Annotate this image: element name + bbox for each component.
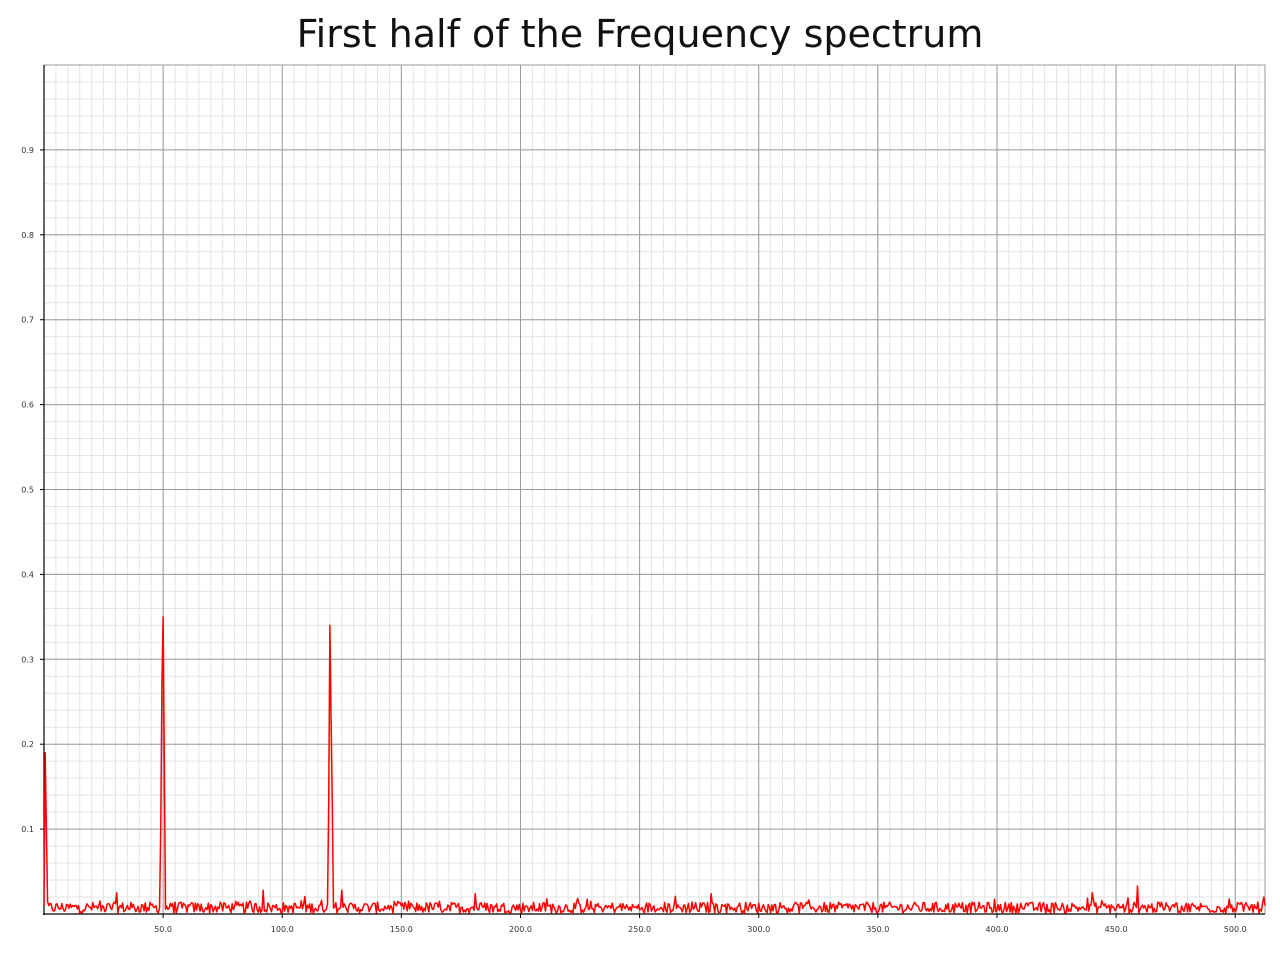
- y-tick-label: 0.8: [21, 231, 34, 240]
- x-tick-label: 450.0: [1105, 925, 1128, 934]
- chart-title: First half of the Frequency spectrum: [296, 12, 984, 56]
- y-tick-label: 0.9: [21, 146, 34, 155]
- y-axis-ticks: 0.1 0.2 0.3 0.4 0.5 0.6 0.7 0.8 0.9: [21, 146, 44, 834]
- x-tick-label: 350.0: [866, 925, 889, 934]
- y-tick-label: 0.7: [21, 316, 34, 325]
- y-tick-label: 0.4: [21, 570, 34, 579]
- x-tick-label: 200.0: [509, 925, 532, 934]
- major-grid: [44, 64, 1266, 914]
- x-tick-label: 250.0: [628, 925, 651, 934]
- x-axis-ticks: 50.0 100.0 150.0 200.0 250.0 300.0 350.0 400.0 4…: [154, 914, 1247, 934]
- x-tick-label: 400.0: [986, 925, 1009, 934]
- x-tick-label: 300.0: [747, 925, 770, 934]
- y-tick-label: 0.6: [21, 401, 34, 410]
- series-group: [43, 616, 1266, 914]
- y-tick-label: 0.5: [21, 486, 34, 495]
- y-tick-label: 0.2: [21, 740, 34, 749]
- x-tick-label: 50.0: [154, 925, 172, 934]
- x-tick-label: 100.0: [271, 925, 294, 934]
- y-tick-label: 0.1: [21, 825, 34, 834]
- x-tick-label: 500.0: [1224, 925, 1247, 934]
- y-tick-label: 0.3: [21, 655, 34, 664]
- x-tick-label: 150.0: [390, 925, 413, 934]
- spectrum-line: [43, 616, 1266, 914]
